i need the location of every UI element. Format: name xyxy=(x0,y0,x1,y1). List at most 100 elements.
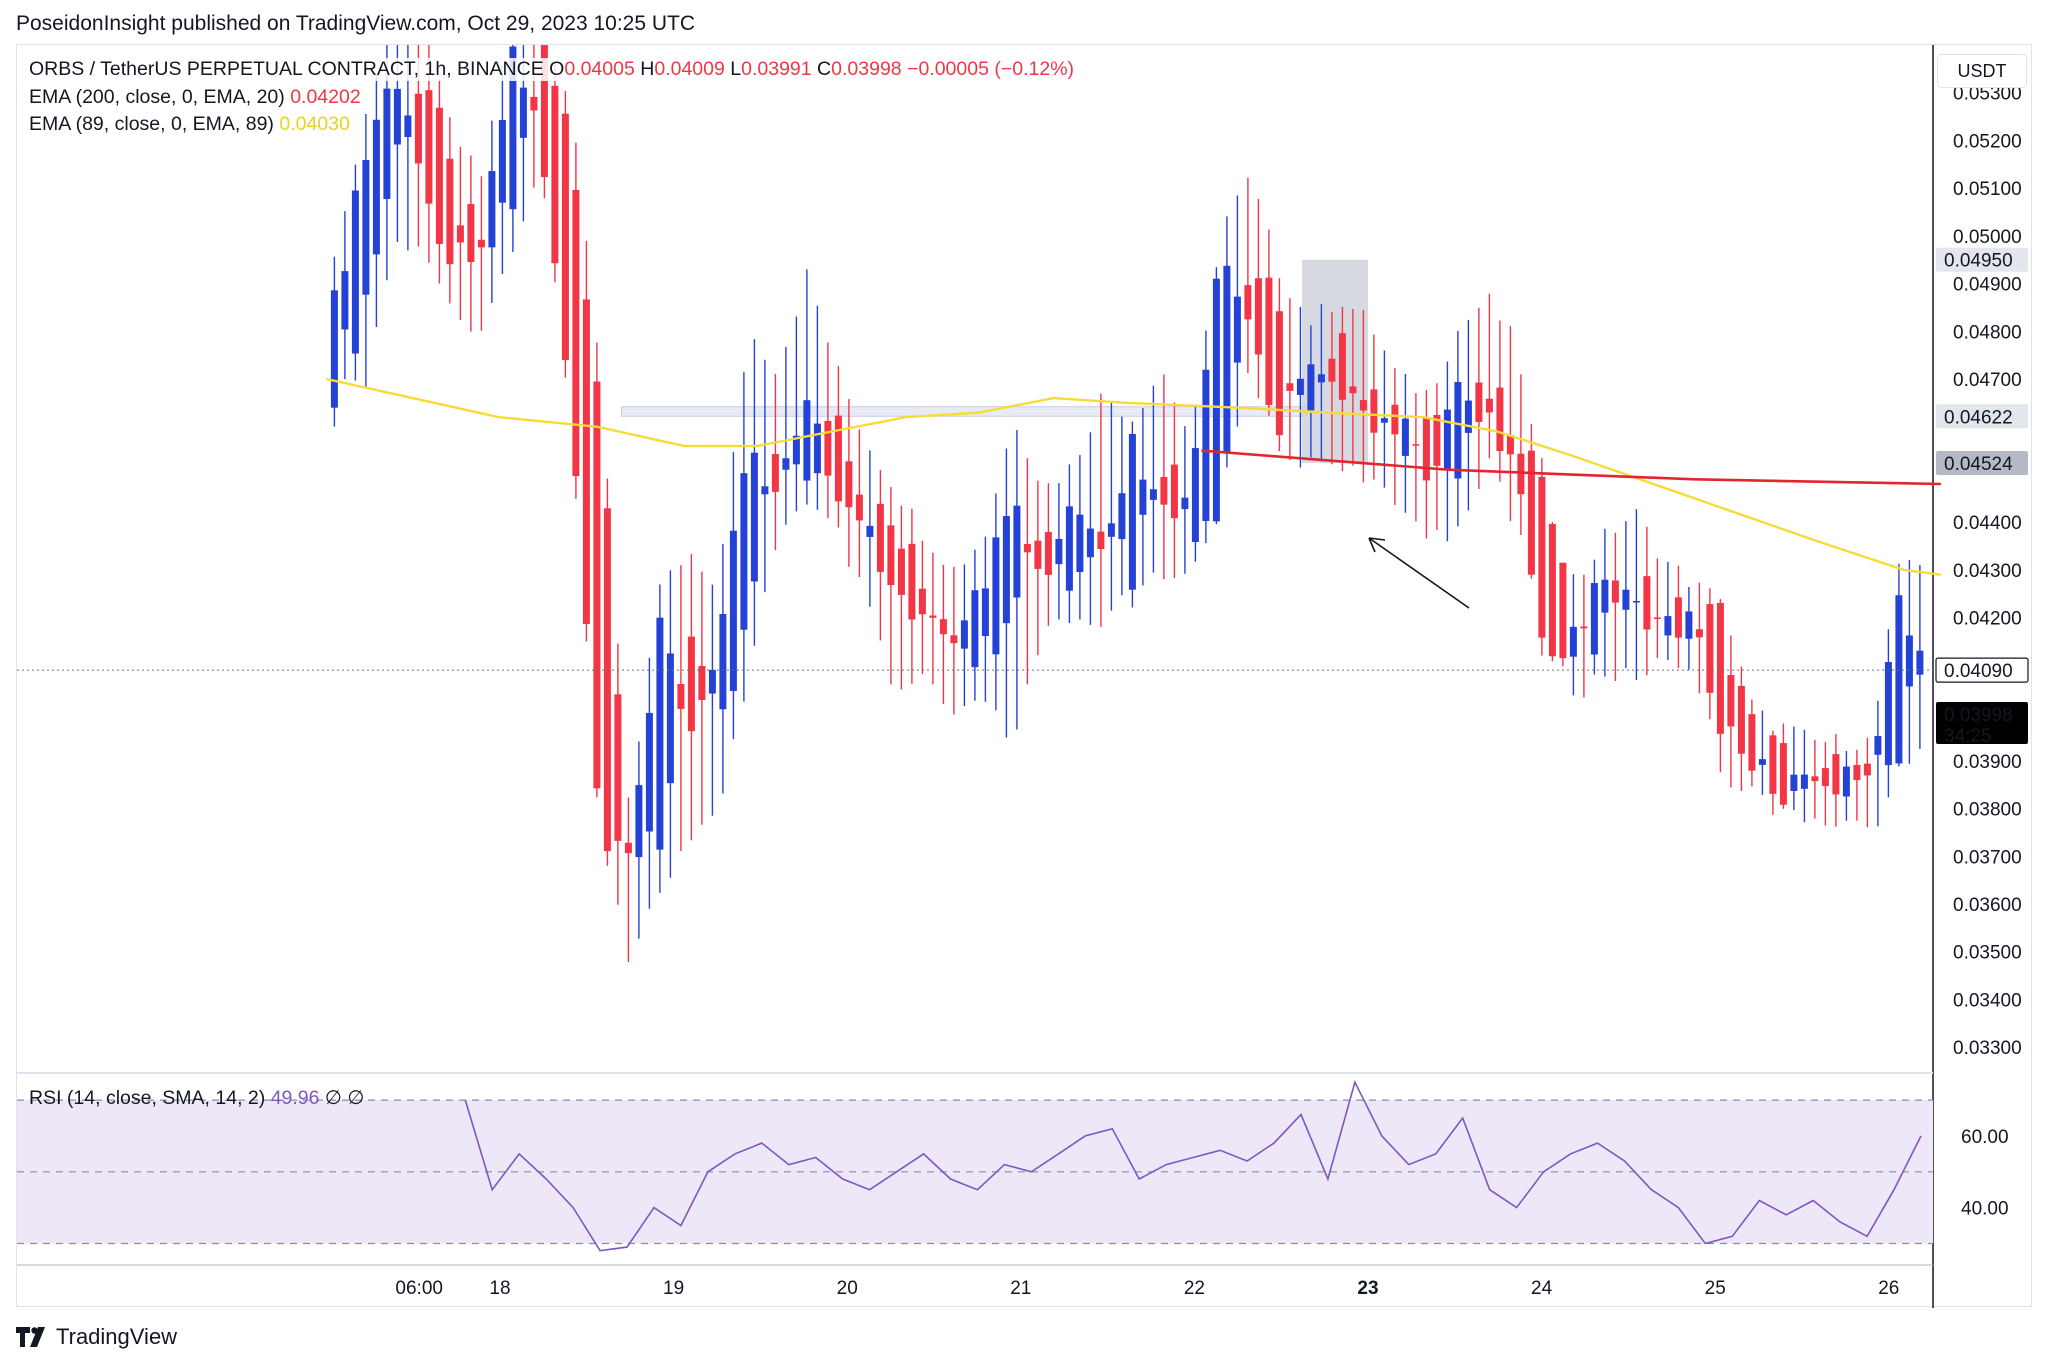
price-tick-label: 0.04800 xyxy=(1953,322,2022,343)
candle xyxy=(1527,450,1535,575)
candle xyxy=(1076,514,1084,573)
candle xyxy=(1506,435,1514,455)
ema200-legend[interactable]: EMA (200, close, 0, EMA, 20) 0.04202 xyxy=(29,86,361,109)
candle xyxy=(666,653,674,784)
close-label: C xyxy=(817,58,832,80)
candle xyxy=(1496,387,1504,452)
time-tick-label: 26 xyxy=(1878,1278,1899,1299)
candle xyxy=(1580,626,1588,629)
candle xyxy=(1454,382,1462,479)
candle xyxy=(918,588,926,615)
change-value: −0.00005 (−0.12%) xyxy=(907,58,1075,80)
candle xyxy=(1611,580,1619,603)
candle xyxy=(551,85,559,264)
candle xyxy=(1758,759,1766,765)
price-badge-label: 0.04950 xyxy=(1944,251,2013,272)
candle xyxy=(1443,409,1451,471)
tradingview-logo[interactable]: TradingView xyxy=(16,1324,177,1350)
candle xyxy=(1706,604,1714,693)
price-badge xyxy=(1936,702,2028,745)
candle xyxy=(1590,583,1598,655)
candle xyxy=(603,508,611,852)
candle xyxy=(1275,311,1283,436)
symbol-title[interactable]: ORBS / TetherUS PERPETUAL CONTRACT, 1h, … xyxy=(29,58,544,80)
candle xyxy=(435,107,443,244)
rsi-na-1: ∅ xyxy=(324,1087,342,1109)
candle xyxy=(1139,479,1147,515)
candle xyxy=(1559,562,1567,659)
price-tick-label: 0.05200 xyxy=(1953,131,2022,152)
candle xyxy=(1569,626,1577,657)
candle xyxy=(939,619,947,635)
candle xyxy=(876,503,884,572)
candle xyxy=(729,530,737,691)
candle xyxy=(1716,602,1724,734)
candle xyxy=(792,435,800,465)
currency-button[interactable]: USDT xyxy=(1937,54,2027,88)
symbol-legend: ORBS / TetherUS PERPETUAL CONTRACT, 1h, … xyxy=(29,58,1081,81)
candle xyxy=(330,290,338,408)
candle xyxy=(1349,386,1357,394)
candle xyxy=(1118,493,1126,540)
candle xyxy=(1464,400,1472,433)
candle xyxy=(1485,398,1493,413)
candle xyxy=(1034,540,1042,569)
candle xyxy=(1863,763,1871,776)
price-tick-label: 0.05000 xyxy=(1953,227,2022,248)
candle xyxy=(1254,278,1262,355)
price-badge-label: 0.04090 xyxy=(1944,661,2013,682)
chart-canvas[interactable]: 0.05300 0.05200 0.05100 0.05000 0.04900 0.048… xyxy=(17,45,2033,1308)
candle xyxy=(1832,754,1840,795)
candle xyxy=(488,171,496,248)
ema89-line xyxy=(326,377,1942,576)
rsi-value: 49.96 xyxy=(270,1087,320,1109)
candle xyxy=(446,158,454,265)
candle xyxy=(1013,505,1021,598)
candle xyxy=(950,635,958,644)
candle xyxy=(1307,364,1315,411)
candle xyxy=(1328,358,1336,382)
candle xyxy=(404,115,412,137)
candle xyxy=(1412,444,1420,446)
candle xyxy=(1065,506,1073,591)
candle xyxy=(656,617,664,850)
candle xyxy=(981,588,989,637)
candle xyxy=(1086,528,1094,558)
rsi-line xyxy=(464,1079,1922,1252)
price-badge xyxy=(1936,451,2028,476)
candle xyxy=(1286,383,1294,391)
candle xyxy=(425,90,433,204)
candle xyxy=(498,119,506,203)
candle xyxy=(708,669,716,694)
candle xyxy=(624,842,632,854)
open-value: 0.04005 xyxy=(564,58,635,80)
ema89-legend[interactable]: EMA (89, close, 0, EMA, 89) 0.04030 xyxy=(29,113,350,136)
candle xyxy=(1853,764,1861,781)
price-tick-label: 0.03500 xyxy=(1953,943,2022,964)
candle xyxy=(645,712,653,832)
candle xyxy=(519,87,527,138)
candle xyxy=(1233,296,1241,363)
rsi-label: RSI (14, close, SMA, 14, 2) xyxy=(29,1087,266,1109)
candle xyxy=(1601,579,1609,613)
price-countdown: 34:25 xyxy=(1944,726,1992,747)
candle xyxy=(960,620,968,649)
rsi-legend[interactable]: RSI (14, close, SMA, 14, 2) 49.96 ∅ ∅ xyxy=(29,1086,364,1110)
candle xyxy=(1160,476,1168,505)
candle xyxy=(1695,629,1703,638)
candle xyxy=(1149,489,1157,500)
chart-frame[interactable]: 0.05300 0.05200 0.05100 0.05000 0.04900 0.048… xyxy=(16,44,2033,1308)
rsi-band xyxy=(17,1100,1933,1244)
candle xyxy=(1874,736,1882,755)
candle xyxy=(855,494,863,521)
candle xyxy=(1097,531,1105,550)
price-tick-label: 0.03700 xyxy=(1953,847,2022,868)
candle xyxy=(351,190,359,354)
candle xyxy=(1044,531,1052,575)
price-badge xyxy=(1935,657,2029,683)
candle xyxy=(1391,404,1399,435)
candle xyxy=(1653,617,1661,619)
candle xyxy=(1790,774,1798,791)
candle xyxy=(1632,601,1640,603)
time-tick-label: 18 xyxy=(489,1278,510,1299)
